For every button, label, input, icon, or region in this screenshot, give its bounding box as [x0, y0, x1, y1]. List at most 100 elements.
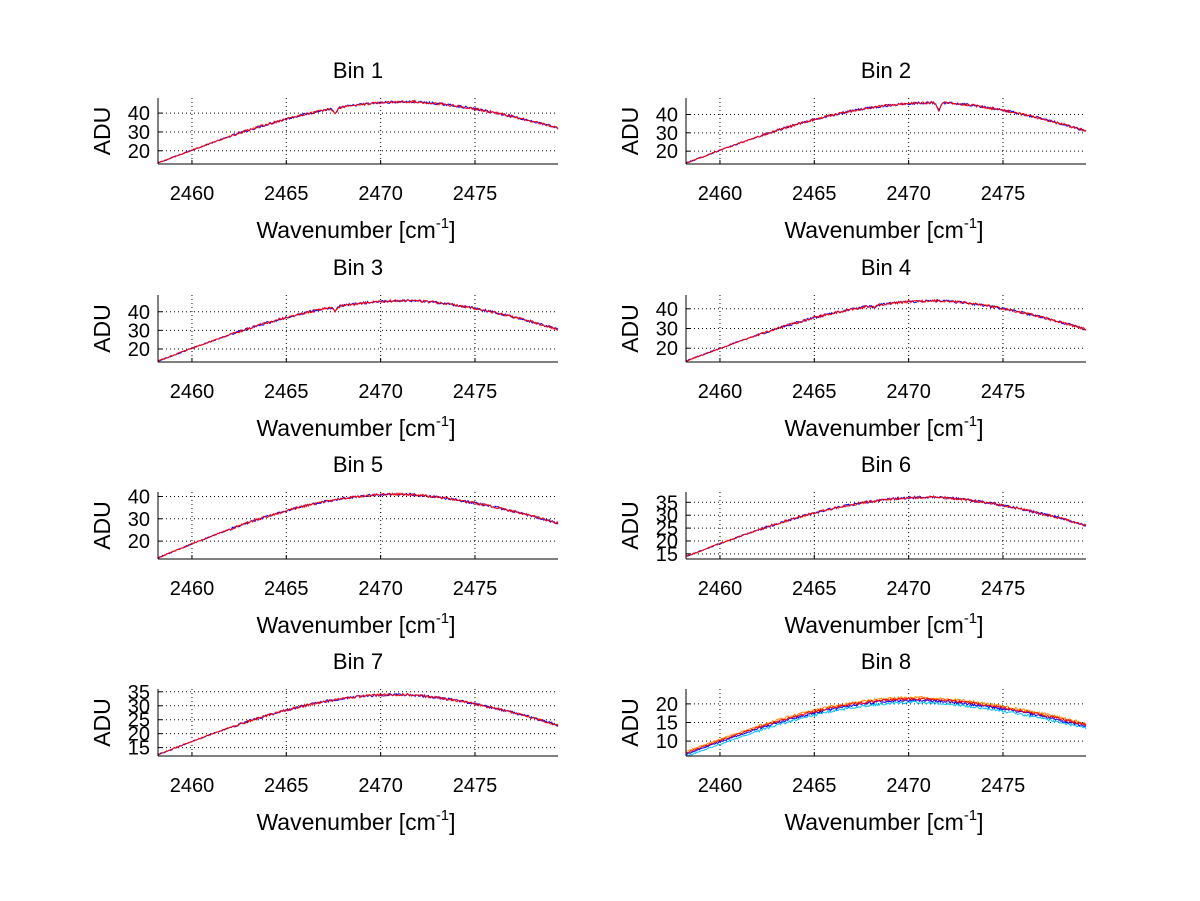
series-line-trace-2 — [685, 495, 1087, 557]
x-tick-label: 2475 — [981, 183, 1026, 205]
x-tick-label: 2465 — [792, 775, 837, 797]
subplot-title: Bin 2 — [861, 58, 911, 83]
y-tick-label: 15 — [656, 544, 678, 566]
y-axis-label: ADU — [89, 698, 115, 747]
x-tick-label: 2465 — [264, 183, 309, 205]
y-tick-label: 30 — [656, 505, 678, 527]
x-axis-label: Wavenumber [cm-1] — [784, 413, 983, 441]
series-line-trace-2 — [685, 698, 1087, 755]
subplot-title: Bin 8 — [861, 649, 911, 674]
y-tick-label: 15 — [128, 738, 150, 760]
y-tick-label: 20 — [656, 694, 678, 716]
subplot-title: Bin 5 — [333, 452, 383, 477]
x-tick-label: 2470 — [358, 183, 403, 205]
x-tick-label: 2470 — [358, 775, 403, 797]
x-tick-label: 2465 — [792, 578, 837, 600]
subplot-title: Bin 4 — [861, 255, 911, 280]
y-tick-label: 20 — [128, 141, 150, 163]
y-tick-label: 20 — [128, 724, 150, 746]
y-tick-label: 20 — [128, 531, 150, 553]
y-tick-label: 25 — [656, 518, 678, 540]
x-tick-label: 2475 — [981, 578, 1026, 600]
series-line-trace-2 — [157, 99, 559, 164]
x-tick-label: 2470 — [358, 381, 403, 403]
subplot-title: Bin 7 — [333, 649, 383, 674]
x-tick-label: 2460 — [698, 381, 743, 403]
series-line-trace-2 — [685, 100, 1087, 164]
x-tick-label: 2465 — [264, 381, 309, 403]
x-axis-label: Wavenumber [cm-1] — [256, 413, 455, 441]
series-line-trace-1 — [685, 495, 1087, 557]
x-tick-label: 2475 — [453, 578, 498, 600]
y-tick-label: 15 — [656, 713, 678, 735]
y-tick-label: 35 — [128, 682, 150, 704]
y-tick-label: 30 — [656, 319, 678, 341]
y-tick-label: 35 — [656, 492, 678, 514]
x-tick-label: 2460 — [170, 775, 215, 797]
x-tick-label: 2475 — [453, 183, 498, 205]
y-axis-label: ADU — [617, 698, 643, 747]
x-tick-label: 2475 — [981, 775, 1026, 797]
x-axis-label: Wavenumber [cm-1] — [784, 807, 983, 835]
series-line-trace-1 — [157, 492, 559, 559]
x-axis-label: Wavenumber [cm-1] — [256, 610, 455, 638]
y-axis-label: ADU — [617, 501, 643, 550]
y-tick-label: 40 — [656, 105, 678, 127]
x-tick-label: 2470 — [886, 381, 931, 403]
y-tick-label: 20 — [128, 339, 150, 361]
series-line-trace-2 — [157, 298, 559, 362]
x-tick-label: 2470 — [886, 578, 931, 600]
x-tick-label: 2465 — [792, 381, 837, 403]
x-tick-label: 2470 — [886, 775, 931, 797]
x-tick-label: 2465 — [792, 183, 837, 205]
series-line-trace-4 — [685, 697, 1087, 754]
subplot-title: Bin 3 — [333, 255, 383, 280]
x-axis-label: Wavenumber [cm-1] — [256, 807, 455, 835]
subplot-title: Bin 6 — [861, 452, 911, 477]
x-axis-label: Wavenumber [cm-1] — [256, 215, 455, 243]
x-tick-label: 2465 — [264, 775, 309, 797]
series-line-trace-3 — [685, 695, 1087, 752]
y-tick-label: 40 — [128, 103, 150, 125]
y-tick-label: 40 — [128, 486, 150, 508]
y-axis-label: ADU — [89, 304, 115, 353]
y-tick-label: 30 — [656, 123, 678, 145]
series-line-trace-1 — [685, 100, 1087, 164]
x-tick-label: 2460 — [698, 578, 743, 600]
y-tick-label: 20 — [656, 141, 678, 163]
series-line-trace-1 — [685, 700, 1087, 757]
y-tick-label: 25 — [128, 710, 150, 732]
series-line-trace-2 — [157, 692, 559, 755]
y-tick-label: 10 — [656, 731, 678, 753]
series-line-trace-1 — [157, 692, 559, 756]
y-tick-label: 20 — [656, 531, 678, 553]
y-axis-label: ADU — [89, 501, 115, 550]
y-tick-label: 30 — [128, 122, 150, 144]
x-tick-label: 2475 — [453, 381, 498, 403]
subplot-title: Bin 1 — [333, 58, 383, 83]
x-tick-label: 2460 — [698, 183, 743, 205]
y-tick-label: 40 — [656, 299, 678, 321]
x-axis-label: Wavenumber [cm-1] — [784, 610, 983, 638]
x-axis-label: Wavenumber [cm-1] — [784, 215, 983, 243]
y-tick-label: 30 — [128, 509, 150, 531]
y-tick-label: 30 — [128, 320, 150, 342]
x-tick-label: 2470 — [886, 183, 931, 205]
y-axis-label: ADU — [617, 107, 643, 156]
y-tick-label: 30 — [128, 696, 150, 718]
series-line-trace-2 — [157, 492, 559, 559]
x-tick-label: 2460 — [170, 578, 215, 600]
x-tick-label: 2460 — [170, 183, 215, 205]
x-tick-label: 2475 — [981, 381, 1026, 403]
series-line-trace-2 — [685, 298, 1087, 362]
y-axis-label: ADU — [617, 304, 643, 353]
y-axis-label: ADU — [89, 107, 115, 156]
